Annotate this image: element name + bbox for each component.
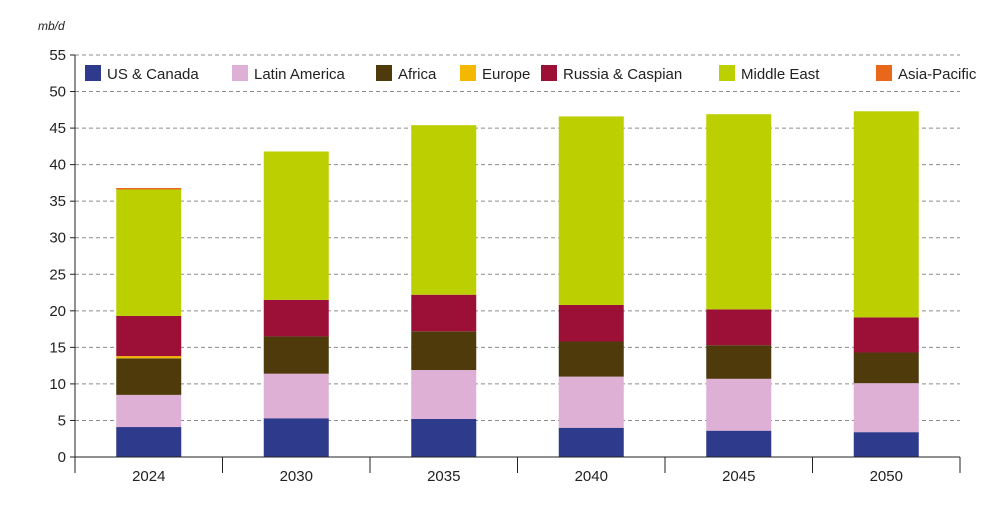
legend-label: Russia & Caspian [563, 66, 682, 83]
bar-segment [558, 376, 624, 428]
y-tick-label: 10 [49, 376, 66, 393]
bar-segment [558, 116, 624, 305]
legend-label: US & Canada [107, 66, 199, 83]
bar-segment [411, 370, 477, 419]
bar-segment [706, 345, 772, 379]
bar-segment [116, 188, 182, 190]
bar-segment [263, 299, 329, 337]
y-tick-label: 35 [49, 193, 66, 210]
legend-label: Latin America [254, 66, 346, 83]
legend-label: Middle East [741, 66, 820, 83]
legend-swatch [876, 65, 892, 81]
y-tick-label: 0 [58, 449, 66, 466]
legend-swatch [376, 65, 392, 81]
y-tick-label: 25 [49, 266, 66, 283]
legend-swatch [460, 65, 476, 81]
bar-segment [853, 352, 919, 384]
bar-segment [116, 315, 182, 357]
bar-segment [263, 151, 329, 300]
y-tick-label: 30 [49, 230, 66, 247]
x-tick-label: 2045 [722, 468, 755, 485]
bar-segment [263, 336, 329, 374]
bar-segment [558, 427, 624, 457]
legend-swatch [719, 65, 735, 81]
bar-segment [411, 418, 477, 457]
bar-segment [116, 356, 182, 359]
bars [116, 111, 919, 457]
bar-segment [706, 378, 772, 431]
legend-swatch [541, 65, 557, 81]
x-tick-label: 2024 [132, 468, 165, 485]
legend: US & Canada Latin America Africa Europe Russ… [80, 60, 977, 87]
bar-segment [116, 189, 182, 316]
bar-segment [116, 427, 182, 457]
gridlines [75, 54, 960, 421]
y-tick-label: 20 [49, 303, 66, 320]
x-tick-label: 2040 [575, 468, 608, 485]
legend-swatch [232, 65, 248, 81]
legend-background [80, 60, 956, 87]
y-tick-label: 40 [49, 157, 66, 174]
legend-label: Asia-Pacific [898, 66, 977, 83]
y-tick-label: 50 [49, 84, 66, 101]
bar-segment [263, 373, 329, 419]
x-tick-label: 2050 [870, 468, 903, 485]
axes: 0 5 10 15 20 25 30 35 40 45 50 55 2024 2030 2035 2040 20… [49, 47, 961, 485]
x-tick-label: 2030 [280, 468, 313, 485]
bar-segment [263, 418, 329, 457]
bar-segment [411, 294, 477, 332]
y-tick-label: 5 [58, 412, 66, 429]
bar-segment [411, 125, 477, 295]
bar-segment [411, 331, 477, 371]
bar-segment [853, 383, 919, 433]
unit-label: mb/d [38, 19, 65, 33]
y-tick-label: 45 [49, 120, 66, 137]
x-tick-label: 2035 [427, 468, 460, 485]
legend-label: Europe [482, 66, 530, 83]
bar-segment [853, 432, 919, 457]
bar-segment [706, 309, 772, 346]
bar-segment [706, 114, 772, 310]
bar-segment [853, 111, 919, 318]
y-tick-label: 55 [49, 47, 66, 64]
legend-swatch [85, 65, 101, 81]
bar-segment [116, 358, 182, 395]
y-tick-label: 15 [49, 339, 66, 356]
bar-segment [558, 341, 624, 377]
bar-segment [116, 394, 182, 428]
legend-label: Africa [398, 66, 437, 83]
bar-segment [853, 317, 919, 353]
bar-segment [706, 430, 772, 457]
bar-segment [558, 304, 624, 342]
